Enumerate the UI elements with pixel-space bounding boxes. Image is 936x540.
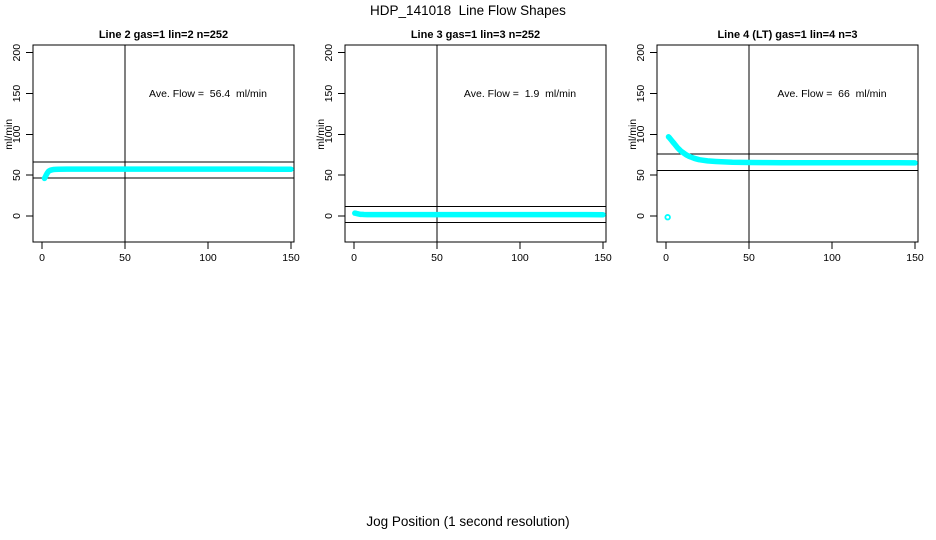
y-axis-unit-label: ml/min	[3, 119, 15, 150]
x-tick-label: 0	[351, 252, 357, 264]
x-tick-label: 100	[199, 252, 217, 264]
y-axis-unit-label: ml/min	[315, 119, 327, 150]
y-tick-label: 100	[323, 125, 335, 143]
y-tick-label: 0	[635, 213, 647, 219]
x-tick-label: 150	[282, 252, 300, 264]
y-tick-label: 200	[11, 44, 23, 62]
flow-series	[41, 166, 294, 182]
x-axis-label: Jog Position (1 second resolution)	[366, 514, 570, 529]
x-tick-label: 0	[663, 252, 669, 264]
panel-title: Line 4 (LT) gas=1 lin=4 n=3	[717, 29, 857, 41]
flow-series	[352, 210, 606, 218]
flow-panel-2: Line 3 gas=1 lin=3 n=252 0 50 100 150 200 0 50 1…	[315, 29, 612, 264]
y-axis-unit-label: ml/min	[627, 119, 639, 150]
y-tick-label: 150	[323, 85, 335, 103]
plot-box	[656, 44, 919, 243]
x-tick-label: 100	[511, 252, 529, 264]
outlier-point	[664, 214, 671, 221]
flow-panel-1: Line 2 gas=1 lin=2 n=252 0 50 100 150 200 0 50 1…	[3, 29, 300, 264]
y-tick-label: 200	[323, 44, 335, 62]
y-tick-label: 150	[635, 85, 647, 103]
flow-series	[665, 134, 918, 166]
y-tick-label: 50	[323, 169, 335, 181]
x-tick-label: 150	[906, 252, 924, 264]
avg-flow-annotation: Ave. Flow = 66 ml/min	[777, 88, 886, 100]
avg-flow-annotation: Ave. Flow = 1.9 ml/min	[464, 88, 576, 100]
y-tick-label: 50	[635, 169, 647, 181]
y-tick-label: 0	[323, 213, 335, 219]
figure-title: HDP_141018 Line Flow Shapes	[370, 3, 566, 18]
flow-panel-3: Line 4 (LT) gas=1 lin=4 n=3 0 50 100 150 200 0…	[627, 29, 924, 264]
y-tick-label: 200	[635, 44, 647, 62]
y-tick-label: 0	[11, 213, 23, 219]
panel-title: Line 3 gas=1 lin=3 n=252	[411, 29, 540, 41]
y-tick-label: 100	[635, 125, 647, 143]
x-tick-label: 150	[594, 252, 612, 264]
y-tick-label: 100	[11, 125, 23, 143]
y-tick-label: 50	[11, 169, 23, 181]
plot-box	[32, 44, 295, 243]
avg-flow-annotation: Ave. Flow = 56.4 ml/min	[149, 88, 267, 100]
x-tick-label: 100	[823, 252, 841, 264]
x-tick-label: 50	[431, 252, 443, 264]
x-tick-label: 50	[743, 252, 755, 264]
x-tick-label: 0	[39, 252, 45, 264]
plot-box	[344, 44, 607, 243]
panel-title: Line 2 gas=1 lin=2 n=252	[99, 29, 228, 41]
x-tick-label: 50	[119, 252, 131, 264]
y-tick-label: 150	[11, 85, 23, 103]
